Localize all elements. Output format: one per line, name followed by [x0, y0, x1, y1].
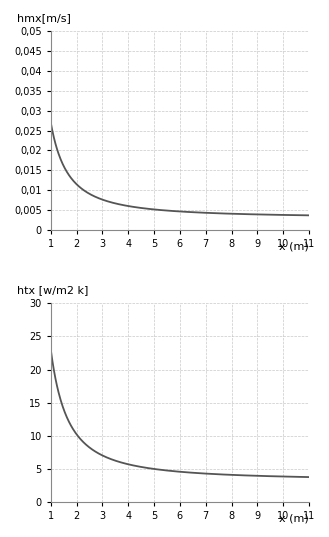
Text: hmx[m/s]: hmx[m/s] [17, 13, 71, 24]
Text: x (m): x (m) [279, 242, 309, 252]
Text: htx [w/m2 k]: htx [w/m2 k] [17, 286, 89, 295]
Text: x (m): x (m) [279, 514, 309, 524]
